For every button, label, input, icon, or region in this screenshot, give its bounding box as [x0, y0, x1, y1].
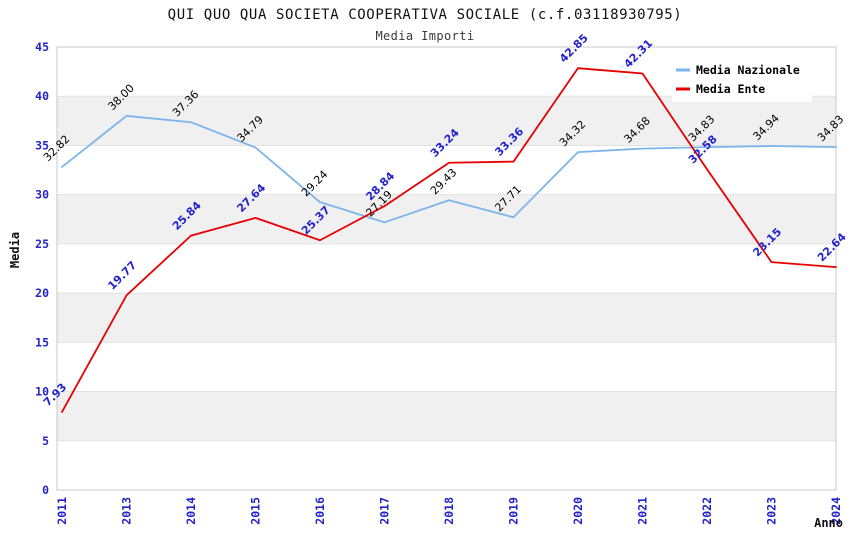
background-band: [57, 293, 836, 343]
data-label-media-nazionale: 29.43: [428, 166, 459, 197]
y-tick-label: 20: [35, 286, 49, 300]
chart-title: QUI QUO QUA SOCIETA COOPERATIVA SOCIALE …: [168, 7, 683, 23]
series-line-media-ente: [61, 67, 837, 413]
y-tick-label: 30: [35, 188, 49, 202]
data-label-media-ente: 42.31: [621, 37, 655, 71]
y-tick-label: 15: [35, 335, 49, 349]
x-tick-label: 2023: [765, 497, 779, 525]
x-tick-label: 2014: [184, 497, 198, 525]
series-line-media-nazionale: [61, 115, 837, 224]
y-tick-label: 40: [35, 89, 49, 103]
data-label-media-ente: 42.85: [557, 31, 591, 65]
plot-border: [56, 46, 837, 491]
background-band: [57, 194, 836, 244]
legend-label-media-nazionale: Media Nazionale: [696, 63, 800, 77]
y-tick-label: 45: [35, 40, 49, 54]
chart-subtitle: Media Importi: [375, 29, 474, 43]
x-axis-title: Anno: [814, 516, 843, 530]
y-tick-label: 35: [35, 138, 49, 152]
legend: Media Nazionale Media Ente: [672, 57, 812, 102]
x-tick-label: 2019: [507, 497, 521, 525]
x-tick-label: 2017: [378, 497, 392, 525]
y-axis-title: Media: [8, 232, 22, 268]
background-band: [57, 391, 836, 441]
x-tick-label: 2015: [249, 497, 263, 525]
legend-box: [672, 57, 812, 102]
x-tick-label: 2011: [55, 497, 69, 525]
x-tick-label: 2020: [571, 497, 585, 525]
y-tick-label: 10: [35, 385, 49, 399]
y-tick-label: 5: [42, 434, 49, 448]
legend-label-media-ente: Media Ente: [696, 82, 765, 96]
x-tick-label: 2021: [636, 497, 650, 525]
x-tick-label: 2018: [442, 497, 456, 525]
plot-area: 0 5 10 15 20 25 30 35 40 45 2011 2013 2014 2015 2016 20…: [35, 31, 849, 524]
x-tick-label: 2022: [700, 497, 714, 525]
x-tick-label: 2024: [829, 497, 843, 525]
x-tick-label: 2016: [313, 497, 327, 525]
background-band: [57, 96, 836, 146]
y-tick-label: 25: [35, 237, 49, 251]
y-tick-label: 0: [42, 483, 49, 497]
x-tick-label: 2013: [120, 497, 134, 525]
